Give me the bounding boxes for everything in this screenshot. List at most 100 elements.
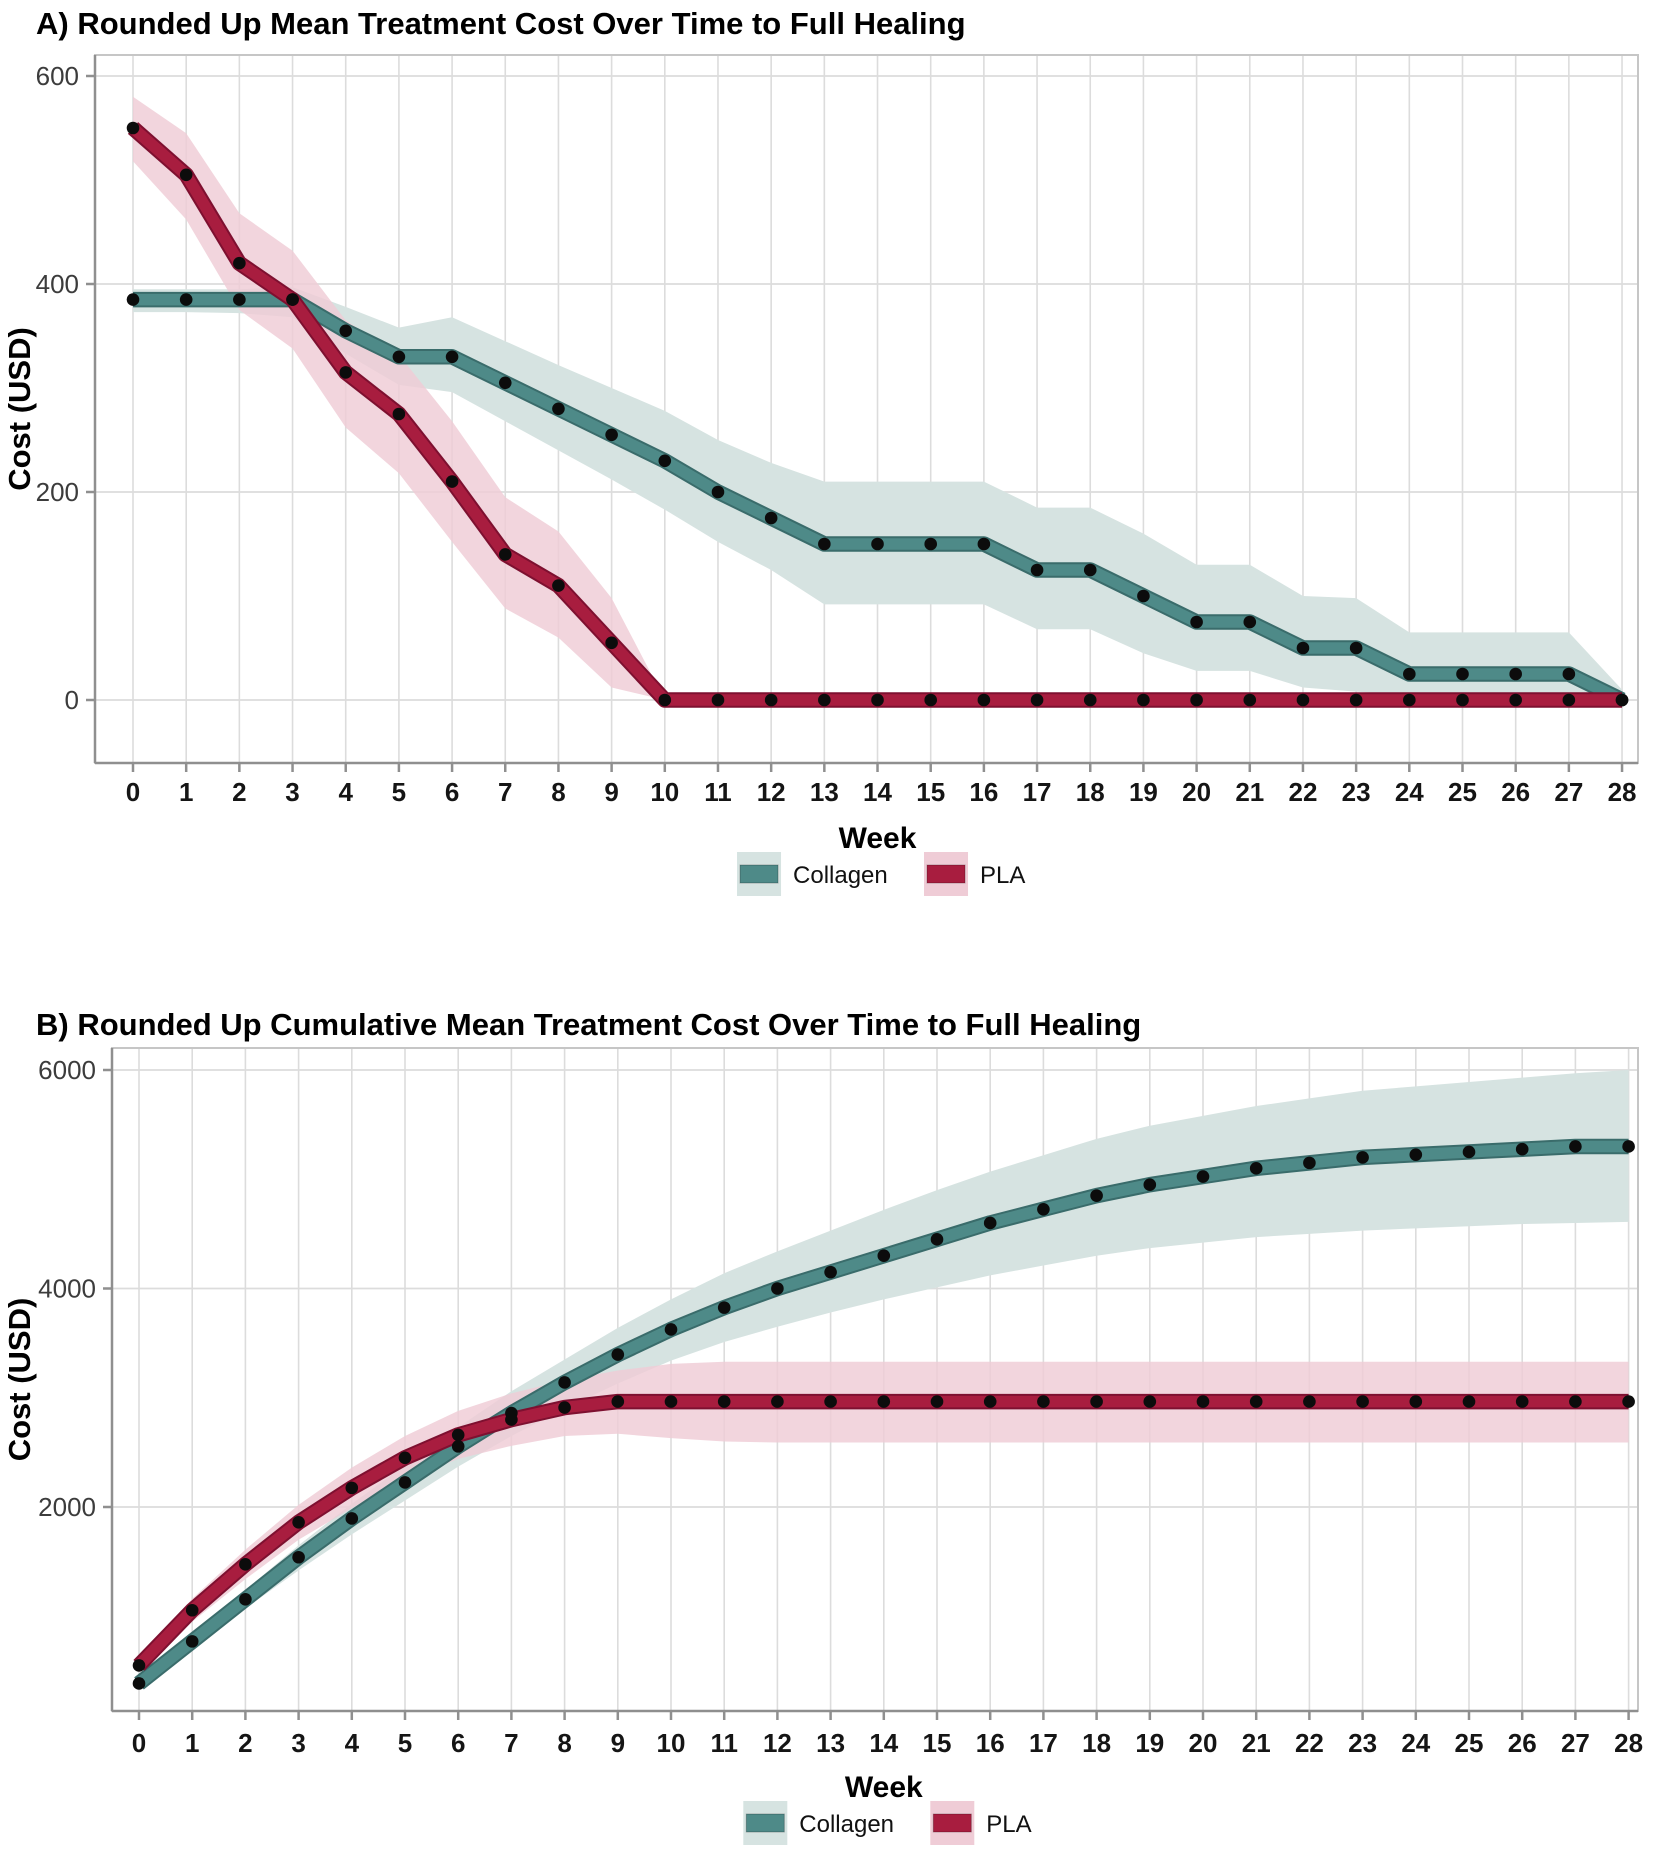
pla-point	[1303, 1395, 1316, 1408]
pla-point	[658, 693, 672, 707]
collagen-point	[1143, 1178, 1157, 1192]
collagen-point	[1303, 1156, 1316, 1170]
x-tick-label: 22	[1288, 777, 1317, 807]
pla-point	[1403, 693, 1416, 707]
collagen-point	[558, 1376, 571, 1389]
collagen-point	[717, 1301, 731, 1314]
pla-point	[977, 693, 991, 707]
pla-point	[924, 693, 937, 707]
pla-point	[451, 1428, 465, 1442]
legend-label: PLA	[980, 862, 1025, 889]
x-tick-label: 4	[338, 777, 353, 807]
collagen-point	[764, 511, 778, 525]
pla-point	[132, 1659, 146, 1672]
collagen-point	[185, 1635, 199, 1648]
collagen-point	[1030, 563, 1044, 577]
collagen-point	[977, 537, 991, 551]
collagen-point	[398, 1476, 412, 1489]
x-tick-label: 15	[923, 1728, 952, 1758]
collagen-point	[711, 485, 725, 499]
collagen-point	[339, 324, 353, 338]
pla-point	[286, 293, 299, 306]
pla-point	[552, 579, 565, 592]
x-tick-label: 25	[1448, 777, 1477, 807]
pla-point	[1349, 693, 1363, 707]
x-tick-label: 22	[1295, 1728, 1324, 1758]
x-tick-label: 23	[1348, 1728, 1377, 1758]
collagen-point	[1090, 1189, 1103, 1202]
pla-point	[1143, 1395, 1157, 1408]
collagen-point	[126, 293, 140, 306]
x-tick-label: 9	[611, 1728, 625, 1758]
x-tick-label: 3	[285, 777, 299, 807]
x-tick-label: 21	[1242, 1728, 1271, 1758]
collagen-point	[611, 1348, 625, 1361]
collagen-point	[1083, 563, 1097, 577]
x-tick-label: 1	[185, 1728, 199, 1758]
legend-line-swatch	[739, 864, 779, 884]
x-tick-label: 19	[1129, 777, 1158, 807]
y-tick-label: 200	[36, 477, 79, 507]
collagen-point	[1249, 1162, 1263, 1175]
pla-point	[179, 168, 193, 182]
pla-point	[764, 693, 778, 707]
x-tick-label: 3	[291, 1728, 305, 1758]
legend-label: PLA	[986, 1811, 1031, 1838]
x-tick-label: 28	[1614, 1728, 1643, 1758]
collagen-point	[1349, 641, 1363, 655]
x-tick-label: 7	[504, 1728, 518, 1758]
collagen-point	[605, 428, 618, 442]
collagen-point	[1509, 667, 1522, 681]
pla-confidence-band	[139, 1361, 1629, 1672]
pla-point	[1190, 693, 1203, 707]
pla-point	[505, 1413, 518, 1426]
pla-point	[1615, 693, 1629, 707]
collagen-point	[1562, 667, 1576, 681]
pla-point	[1456, 693, 1469, 707]
x-tick-label: 12	[763, 1728, 792, 1758]
pla-point	[498, 548, 512, 561]
x-tick-label: 20	[1189, 1728, 1218, 1758]
x-tick-label: 9	[604, 777, 618, 807]
pla-point	[877, 1395, 891, 1408]
x-tick-label: 27	[1561, 1728, 1590, 1758]
legend-label: Collagen	[793, 862, 888, 889]
pla-point	[126, 121, 140, 135]
pla-point	[392, 407, 406, 421]
x-tick-label: 18	[1076, 777, 1105, 807]
x-tick-label: 10	[657, 1728, 686, 1758]
collagen-point	[292, 1550, 305, 1564]
pla-point	[1196, 1395, 1210, 1408]
x-tick-label: 0	[132, 1728, 146, 1758]
pla-point	[605, 636, 618, 650]
pla-point	[185, 1603, 199, 1617]
collagen-point	[877, 1249, 891, 1263]
x-tick-label: 8	[557, 1728, 571, 1758]
x-tick-label: 2	[238, 1728, 252, 1758]
x-tick-label: 5	[392, 777, 406, 807]
pla-point	[1409, 1395, 1423, 1408]
pla-point	[292, 1515, 305, 1529]
pla-point	[1090, 1395, 1103, 1408]
collagen-point	[871, 537, 884, 551]
pla-point	[339, 366, 353, 379]
pla-point	[818, 693, 831, 707]
y-tick-label: 0	[65, 685, 79, 715]
collagen-point	[1456, 667, 1469, 681]
collagen-point	[1196, 1170, 1210, 1183]
collagen-point	[1296, 641, 1310, 655]
x-tick-label: 26	[1501, 777, 1530, 807]
pla-point	[1037, 1395, 1050, 1408]
x-tick-label: 14	[863, 777, 892, 807]
x-tick-label: 18	[1082, 1728, 1111, 1758]
x-tick-label: 4	[345, 1728, 360, 1758]
collagen-point	[132, 1677, 146, 1690]
legend-item-collagen: Collagen	[737, 852, 888, 896]
x-tick-label: 10	[650, 777, 679, 807]
pla-point	[1243, 693, 1257, 707]
x-tick-label: 24	[1395, 777, 1424, 807]
x-tick-label: 26	[1508, 1728, 1537, 1758]
collagen-point	[1243, 615, 1257, 629]
pla-point	[664, 1395, 678, 1408]
collagen-point	[930, 1233, 944, 1246]
